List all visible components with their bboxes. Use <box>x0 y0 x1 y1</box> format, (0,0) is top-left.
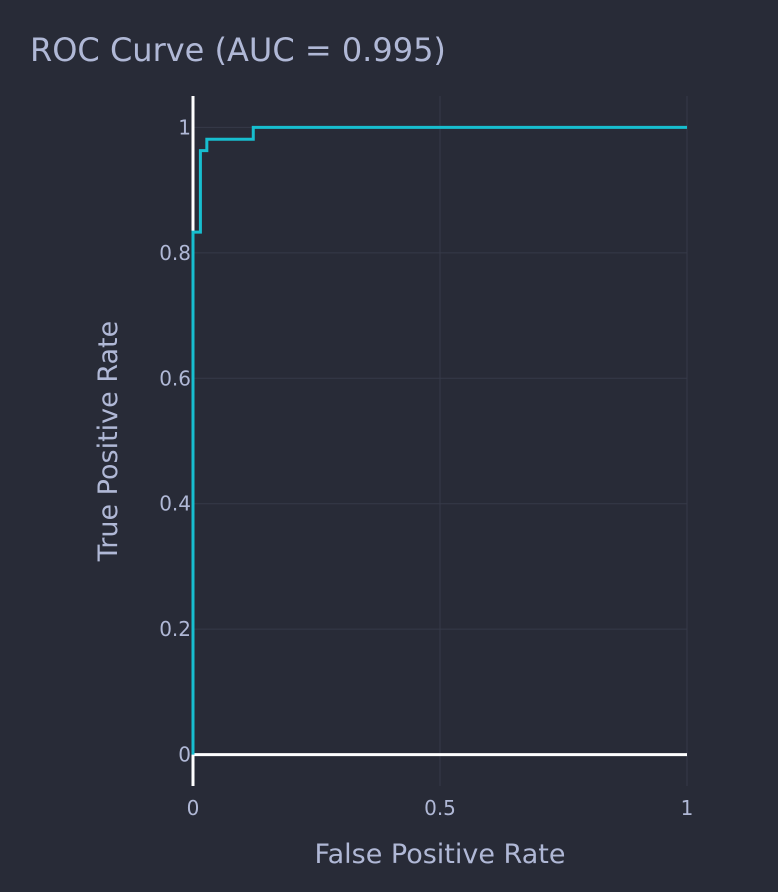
y-axis-title: True Positive Rate <box>93 321 124 563</box>
x-tick-label: 1 <box>681 796 694 820</box>
x-tick-label: 0 <box>187 796 200 820</box>
y-tick-label: 0.2 <box>159 617 191 641</box>
y-tick-label: 0.4 <box>159 492 191 516</box>
y-tick-label: 0 <box>178 743 191 767</box>
y-tick-label: 0.8 <box>159 241 191 265</box>
series-layer <box>191 125 687 755</box>
grid-layer <box>193 96 688 786</box>
x-axis-title: False Positive Rate <box>315 839 566 870</box>
x-tick-label: 0.5 <box>424 796 456 820</box>
y-tick-label: 1 <box>178 115 191 139</box>
y-tick-label: 0.6 <box>159 366 191 390</box>
roc-series-line <box>191 125 687 755</box>
chart-title: ROC Curve (AUC = 0.995) <box>30 31 446 69</box>
tick-layer: 0 0.2 0.4 0.6 0.8 1 0 0.5 1 <box>159 115 693 820</box>
